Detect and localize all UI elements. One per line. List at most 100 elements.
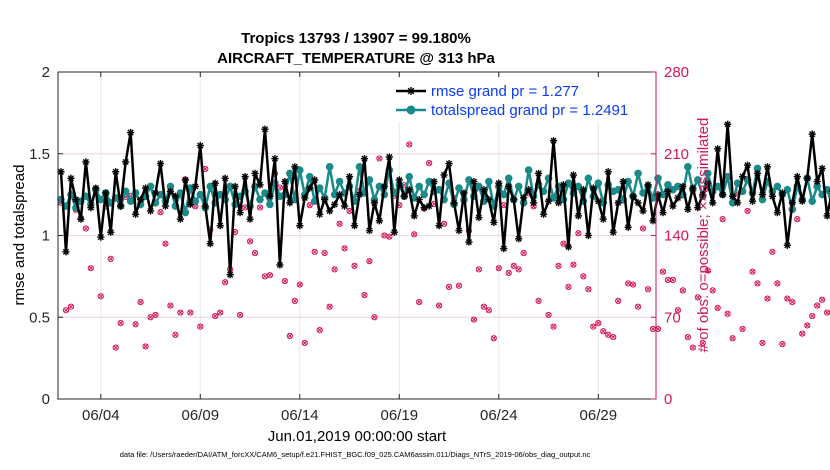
rmse-point — [505, 182, 513, 191]
rmse-point — [559, 181, 568, 189]
rmse-point — [639, 207, 647, 215]
obs-assimilated-point — [416, 299, 422, 305]
rmse-point — [221, 174, 229, 182]
obs-assimilated-point — [456, 283, 462, 289]
rmse-point — [470, 177, 478, 186]
rmse-point — [549, 137, 558, 145]
rmse-point — [107, 228, 115, 236]
obs-assimilated-point — [655, 326, 661, 332]
rmse-point — [161, 202, 170, 210]
rmse-point — [266, 192, 274, 200]
rmse-point — [530, 199, 538, 207]
rmse-point — [823, 212, 830, 220]
obs-assimilated-point — [446, 284, 452, 290]
obs-possible-point — [634, 303, 642, 310]
rmse-point — [604, 168, 612, 176]
rmse-point — [773, 209, 781, 217]
x-axis-label: Jun.01,2019 00:00:00 start — [268, 428, 447, 445]
obs-assimilated-point — [690, 345, 696, 351]
spread-point — [594, 179, 603, 187]
obs-assimilated-point — [789, 299, 795, 305]
rmse-point — [77, 215, 85, 223]
obs-assimilated-point — [545, 312, 552, 318]
rmse-point — [136, 195, 145, 204]
rmse-point — [350, 222, 359, 230]
obs-possible-point — [147, 314, 154, 321]
obs-possible-point — [366, 258, 373, 265]
obs-possible-point — [475, 266, 482, 273]
obs-possible-point — [704, 267, 711, 274]
obs-possible-point — [570, 261, 577, 268]
rmse-point — [340, 202, 349, 210]
obs-assimilated-point — [262, 273, 268, 279]
obs-assimilated-point — [570, 262, 576, 268]
obs-assimilated-point — [138, 299, 144, 305]
obs-assimilated-point — [327, 304, 333, 310]
rmse-point — [296, 222, 304, 230]
obs-assimilated-point — [351, 263, 358, 269]
obs-possible-point — [769, 248, 776, 255]
spread-point — [261, 189, 269, 197]
obs-possible-point — [555, 262, 562, 269]
obs-assimilated-point — [660, 269, 666, 275]
obs-possible-point — [246, 238, 254, 245]
obs-possible-point — [87, 265, 94, 272]
obs-possible-point — [510, 262, 517, 269]
rmse-point — [415, 195, 423, 204]
obs-possible-point — [814, 302, 821, 309]
obs-possible-point — [495, 265, 502, 272]
rmse-point — [231, 182, 239, 191]
rmse-point — [291, 163, 299, 171]
rmse-point — [644, 181, 652, 189]
rmse-point — [803, 174, 811, 182]
obs-assimilated-point — [536, 298, 542, 304]
obs-assimilated-point — [804, 322, 810, 328]
rmse-point — [380, 182, 388, 191]
obs-possible-point — [256, 204, 264, 211]
obs-assimilated-point — [366, 258, 372, 264]
obs-possible-point — [301, 339, 308, 347]
obs-assimilated-point — [83, 225, 89, 232]
obs-assimilated-point — [650, 326, 656, 332]
spread-point — [206, 182, 215, 191]
obs-possible-point — [659, 268, 667, 275]
rmse-point — [684, 205, 692, 213]
obs-possible-point — [455, 282, 463, 289]
obs-possible-point — [779, 341, 786, 348]
y2-tick-label: 0 — [664, 391, 672, 408]
obs-assimilated-point — [645, 286, 651, 292]
rmse-point — [176, 215, 184, 223]
obs-possible-point — [724, 310, 731, 317]
obs-possible-point — [610, 334, 617, 341]
obs-assimilated-point — [162, 241, 169, 247]
rmse-point — [271, 155, 279, 163]
obs-assimilated-point — [371, 314, 377, 320]
rmse-point — [301, 194, 309, 202]
rmse-point — [445, 159, 453, 168]
rmse-point — [201, 202, 209, 210]
rmse-point — [151, 189, 160, 197]
obs-possible-point — [784, 295, 791, 302]
obs-possible-point — [386, 233, 393, 240]
obs-possible-point — [117, 319, 124, 327]
spread-point — [514, 182, 523, 191]
obs-possible-point — [162, 240, 169, 247]
rmse-point — [405, 186, 413, 194]
spread-point — [485, 177, 493, 186]
rmse-point — [276, 261, 284, 269]
spread-point — [256, 195, 264, 204]
rmse-point — [520, 194, 528, 202]
obs-possible-point — [804, 322, 811, 329]
rmse-point — [311, 176, 319, 184]
obs-assimilated-point — [640, 225, 646, 232]
rmse-point — [355, 191, 364, 199]
obs-assimilated-point — [292, 298, 298, 304]
rmse-point — [798, 197, 806, 205]
obs-assimilated-point — [177, 310, 183, 316]
rmse-point — [724, 120, 732, 128]
obs-possible-point — [729, 335, 736, 342]
obs-possible-point — [739, 325, 746, 333]
obs-possible-point — [236, 311, 244, 319]
spread-point — [584, 174, 593, 183]
obs-possible-point — [585, 286, 592, 293]
